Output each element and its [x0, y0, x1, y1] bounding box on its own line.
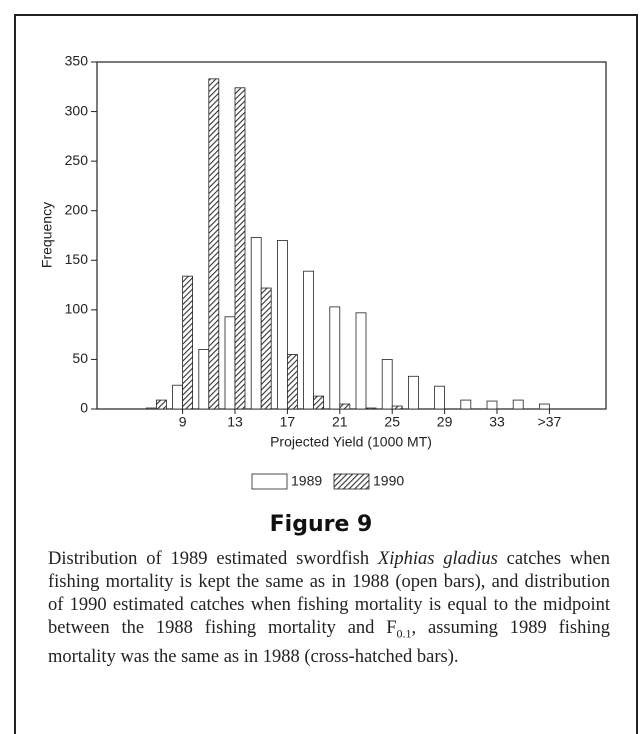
- x-tick-label: 25: [384, 414, 400, 430]
- caption-text: , assuming 1989 fishing mortality was th…: [48, 618, 610, 667]
- bar: [365, 407, 377, 410]
- bar: [391, 405, 403, 410]
- y-tick-label: 50: [72, 350, 88, 366]
- bar: [250, 237, 262, 410]
- bar: [303, 270, 315, 410]
- y-tick-label: 200: [65, 201, 89, 217]
- bar: [407, 375, 419, 410]
- figure-frame: [14, 14, 638, 734]
- bar: [224, 316, 236, 410]
- caption: Distribution of 1989 estimated swordfish…: [48, 548, 610, 669]
- bar: [434, 385, 446, 410]
- bar: [329, 306, 341, 410]
- x-tick-label: 21: [332, 414, 348, 430]
- x-tick-label: 13: [227, 414, 243, 430]
- bar: [486, 400, 498, 410]
- legend-label: 1989: [291, 473, 322, 489]
- bar: [145, 407, 157, 410]
- bar: [539, 403, 550, 410]
- bar: [172, 384, 184, 410]
- plot-frame: [96, 61, 607, 410]
- bar: [355, 312, 367, 410]
- bar: [460, 399, 472, 410]
- bar: [155, 399, 167, 410]
- x-tick-label: 33: [489, 414, 505, 430]
- caption-species: Xiphias gladius: [377, 549, 498, 569]
- y-tick-label: 250: [65, 152, 89, 168]
- y-tick-label: 0: [80, 400, 88, 416]
- y-tick-label: 100: [65, 301, 89, 317]
- x-tick-label: 17: [280, 414, 296, 430]
- caption-subscript: 0.1: [396, 626, 412, 641]
- legend-label: 1990: [373, 473, 404, 489]
- bar: [182, 275, 194, 410]
- bar: [286, 354, 298, 410]
- bar: [512, 399, 524, 410]
- y-axis-label: Frequency: [39, 202, 55, 268]
- y-tick-label: 350: [65, 53, 89, 69]
- x-tick-label: 29: [437, 414, 453, 430]
- bar: [198, 349, 210, 410]
- y-tick-label: 150: [65, 251, 89, 267]
- legend-swatch: [251, 473, 288, 490]
- y-tick-label: 300: [65, 102, 89, 118]
- legend-swatch: [333, 473, 370, 490]
- bar: [381, 359, 393, 410]
- x-tick-label: >37: [538, 414, 562, 430]
- bar: [313, 395, 325, 410]
- caption-text: catches when fishing mortality is kept t…: [48, 549, 610, 638]
- caption-text: Distribution of 1989 estimated swordfish: [48, 549, 378, 569]
- bar: [339, 403, 351, 410]
- bar: [208, 78, 220, 410]
- bar: [276, 240, 288, 410]
- x-axis-label: Projected Yield (1000 MT): [270, 434, 432, 450]
- bar: [260, 287, 272, 410]
- figure-label: Figure 9: [269, 512, 373, 537]
- bar: [234, 87, 246, 410]
- x-tick-label: 9: [179, 414, 187, 430]
